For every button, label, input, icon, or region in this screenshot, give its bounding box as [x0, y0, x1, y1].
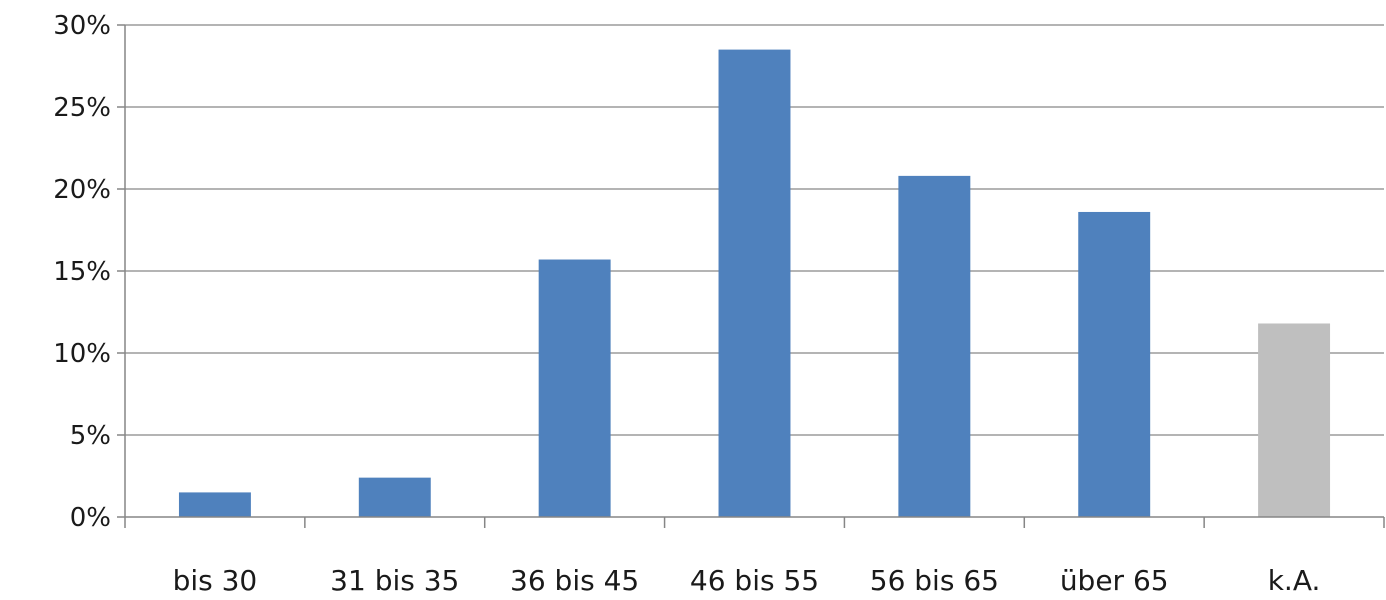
category-labels: bis 30 31 bis 35 36 bis 45 46 bis 55 56 bis …: [173, 564, 1321, 597]
category-label: über 65: [1060, 564, 1169, 597]
y-tick-label: 30%: [53, 11, 111, 41]
category-label: bis 30: [173, 564, 258, 597]
bar-2: [358, 477, 431, 517]
bar-6: [1078, 211, 1151, 517]
bar-7: [1258, 323, 1331, 517]
bar-3: [538, 259, 611, 517]
category-label: 46 bis 55: [690, 564, 819, 597]
y-tick-label: 20%: [53, 175, 111, 205]
bar-4: [718, 49, 791, 517]
category-label: 56 bis 65: [870, 564, 999, 597]
y-tick-label: 5%: [70, 421, 111, 451]
y-tick-label: 0%: [70, 503, 111, 533]
category-label: k.A.: [1268, 564, 1321, 597]
category-label: 36 bis 45: [510, 564, 639, 597]
x-tick-marks: [124, 517, 1385, 528]
y-tick-labels: 0% 5% 10% 15% 20% 25% 30%: [53, 11, 125, 533]
category-label: 31 bis 35: [330, 564, 459, 597]
y-tick-label: 25%: [53, 93, 111, 123]
y-tick-label: 15%: [53, 257, 111, 287]
bars: [178, 49, 1331, 517]
bar-5: [898, 175, 971, 517]
y-tick-label: 10%: [53, 339, 111, 369]
bar-1: [178, 492, 251, 517]
